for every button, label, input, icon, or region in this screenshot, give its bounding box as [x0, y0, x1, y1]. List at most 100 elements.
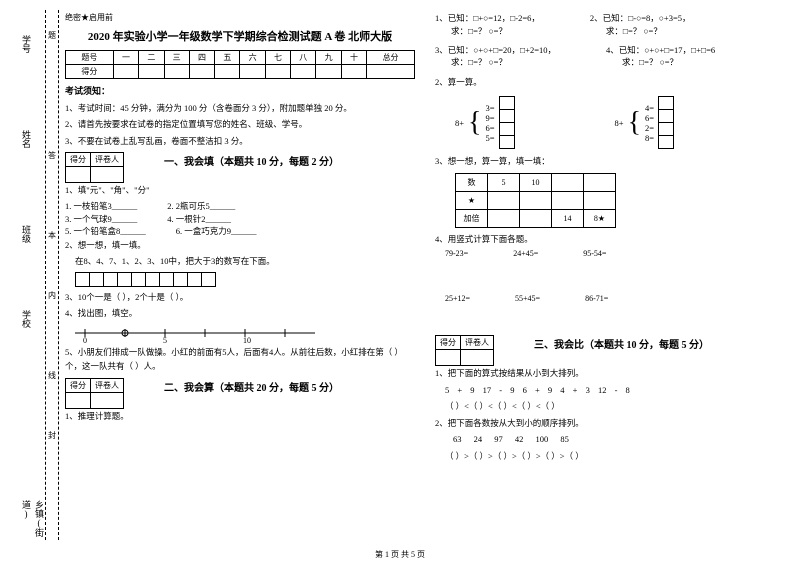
section-title: 一、我会填（本题共 10 分，每题 2 分）	[164, 153, 339, 168]
fold-text: 内	[48, 290, 56, 301]
fold-text: 线	[48, 370, 56, 381]
eq: 2=	[645, 123, 654, 133]
q: 4、找出图，填空。	[65, 306, 415, 320]
q: 4. 一根针2______	[167, 213, 231, 226]
prefix: 8+	[615, 118, 624, 128]
number-line: 0 5 10	[65, 323, 325, 343]
q: 3、10个一是（ ），2个十是（ ）。	[65, 290, 415, 304]
th: 二	[139, 51, 164, 65]
td: 10	[520, 173, 552, 191]
th: 评卷人	[91, 378, 124, 392]
right-column: 1、已知：□+○=12，□-2=6，求：□=？ ○=？ 2、已知：□-○=8，○…	[435, 12, 785, 465]
fold-text: 封	[48, 430, 56, 441]
answer-boxes	[75, 272, 216, 287]
q: 1、把下面的算式按结果从小到大排列。	[435, 366, 785, 380]
score-table: 题号一二三四五六七八九十总分 得分	[65, 50, 415, 79]
eq: 6=	[486, 123, 495, 133]
fold-line	[58, 10, 59, 540]
td: 5	[488, 173, 520, 191]
q: 4、用竖式计算下面各题。	[435, 232, 785, 246]
th: 八	[291, 51, 316, 65]
td: 得分	[66, 65, 114, 79]
eq: 86-71=	[585, 294, 608, 303]
th: 九	[316, 51, 341, 65]
side-label: 姓名	[20, 130, 33, 148]
prefix: 8+	[455, 118, 464, 128]
eq: 4=	[645, 103, 654, 113]
th: 五	[215, 51, 240, 65]
instruction: 1、考试时间：45 分钟，满分为 100 分（含卷面分 3 分），附加题单独 2…	[65, 101, 415, 115]
eq: 6=	[645, 113, 654, 123]
th: 题号	[66, 51, 114, 65]
q: 2、已知：□-○=8，○+3=5，	[590, 12, 691, 25]
confidential-label: 绝密★启用前	[65, 12, 415, 23]
q: 5 + 9 17 - 9 6 + 9 4 + 3 12 - 8	[445, 383, 785, 397]
th: 评卷人	[461, 336, 494, 350]
q: 63 24 97 42 100 85	[453, 432, 785, 446]
eq: 8=	[645, 133, 654, 143]
fold-text: 题	[48, 30, 56, 41]
q: 5. 一个铅笔盒8______	[65, 225, 146, 238]
th: 七	[265, 51, 290, 65]
q: 3、想一想，算一算，填一填：	[435, 154, 785, 168]
q: 1、推理计算题。	[65, 409, 415, 423]
eq: 3=	[486, 103, 495, 113]
page-content: 绝密★启用前 2020 年实验小学一年级数学下学期综合检测试题 A 卷 北师大版…	[65, 12, 790, 465]
q: 1、已知：□+○=12，□-2=6，	[435, 12, 540, 25]
side-label: 乡镇(街道)	[20, 500, 46, 540]
eq: 5=	[486, 133, 495, 143]
calc-group: 8+ { 4=6=2=8=	[615, 96, 675, 149]
section-title: 二、我会算（本题共 20 分，每题 5 分）	[164, 379, 339, 394]
q: 求：□=？ ○=？	[622, 56, 715, 69]
th: 得分	[66, 378, 91, 392]
td	[584, 173, 616, 191]
q: （ ）<（ ）<（ ）<（ ）<（ ）	[445, 399, 785, 413]
side-label: 班级	[20, 225, 33, 243]
td: 8★	[584, 209, 616, 227]
eq: 55+45=	[515, 294, 540, 303]
th: 六	[240, 51, 265, 65]
score-box: 得分评卷人	[435, 335, 494, 366]
calc-group: 8+ { 3=9=6=5=	[455, 96, 515, 149]
q: 1. 一枝铅笔3______	[65, 200, 137, 213]
q: 求：□=？ ○=？	[451, 25, 540, 38]
tick: 5	[163, 336, 167, 343]
exam-title: 2020 年实验小学一年级数学下学期综合检测试题 A 卷 北师大版	[65, 28, 415, 44]
th: 得分	[436, 336, 461, 350]
tick: 0	[83, 336, 87, 343]
th: 评卷人	[91, 153, 124, 167]
td: 14	[552, 209, 584, 227]
ans-grid	[499, 96, 515, 149]
td: 数	[456, 173, 488, 191]
th: 三	[164, 51, 189, 65]
binding-sidebar: 学号 姓名 班级 学校 乡镇(街道) 题 答 本 内 线 封	[0, 0, 60, 540]
th: 十	[341, 51, 366, 65]
td: 加倍	[456, 209, 488, 227]
instruction: 2、请首先按要求在试卷的指定位置填写您的姓名、班级、学号。	[65, 117, 415, 131]
eq: 79-23=	[445, 249, 468, 258]
instructions-head: 考试须知：	[65, 84, 415, 97]
q: 在8、4、7、1、2、3、10中，把大于3的数写在下面。	[75, 254, 415, 268]
side-label: 学号	[20, 35, 33, 53]
side-label: 学校	[20, 310, 33, 328]
eq: 25+12=	[445, 294, 470, 303]
double-table: 数510 ★ 加倍 148★	[455, 173, 616, 228]
th: 四	[189, 51, 214, 65]
tick: 10	[243, 336, 251, 343]
q: 3、已知：○+○+□=20，□+2=10，	[435, 44, 556, 57]
td: ★	[456, 191, 488, 209]
q: 6. 一盒巧克力9______	[176, 225, 257, 238]
section-title: 三、我会比（本题共 10 分，每题 5 分）	[534, 336, 709, 351]
fold-text: 答	[48, 150, 56, 161]
eq: 95-54=	[583, 249, 606, 258]
q: 1、填"元"、"角"、"分"	[65, 183, 415, 197]
q: 4、已知：○+○+□=17，□+□=6	[606, 44, 715, 57]
q: 2、把下面各数按从大到小的顺序排列。	[435, 416, 785, 430]
q: 求：□=？ ○=？	[606, 25, 691, 38]
q: 5、小朋友们排成一队做操。小红的前面有5人，后面有4人。从前往后数，小红排在第（…	[65, 345, 415, 374]
score-box: 得分评卷人	[65, 152, 124, 183]
score-box: 得分评卷人	[65, 378, 124, 409]
instruction: 3、不要在试卷上乱写乱画，卷面不整洁扣 3 分。	[65, 134, 415, 148]
eq: 24+45=	[513, 249, 538, 258]
th: 一	[113, 51, 138, 65]
